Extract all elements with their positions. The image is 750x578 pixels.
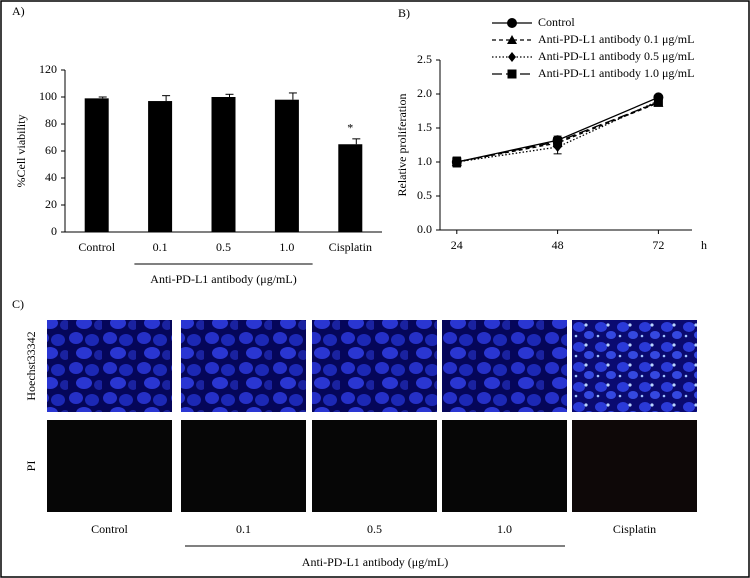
legend-label: Anti-PD-L1 antibody 0.1 μg/mL (538, 32, 694, 46)
marker (553, 137, 563, 147)
x-tick-label: 0.1 (153, 240, 168, 254)
y-tick-label: 20 (45, 197, 57, 211)
marker (508, 52, 516, 62)
micrograph (572, 320, 697, 412)
y-axis-label: Relative proliferation (395, 94, 409, 197)
y-tick-label: 100 (39, 89, 57, 103)
x-axis-label: h (701, 238, 707, 252)
y-tick-label: 80 (45, 116, 57, 130)
x-tick-label: Cisplatin (329, 240, 372, 254)
y-axis-label: %Cell viability (14, 115, 28, 188)
panel-label: A) (12, 4, 25, 18)
y-tick-label: 40 (45, 170, 57, 184)
column-label: 1.0 (497, 522, 512, 536)
marker (653, 97, 663, 107)
marker (507, 35, 517, 44)
legend-label: Anti-PD-L1 antibody 0.5 μg/mL (538, 49, 694, 63)
bar (274, 99, 299, 232)
bar (338, 144, 363, 232)
legend-label: Anti-PD-L1 antibody 1.0 μg/mL (538, 66, 694, 80)
micrograph (572, 420, 697, 512)
micrograph (47, 420, 172, 512)
micrograph (442, 420, 567, 512)
micrograph (312, 320, 437, 412)
y-tick-label: 120 (39, 62, 57, 76)
group-label: Anti-PD-L1 antibody (μg/mL) (150, 272, 296, 286)
panel-label: C) (12, 297, 24, 311)
x-tick-label: 72 (652, 238, 664, 252)
micrograph (47, 320, 172, 412)
bar (148, 101, 173, 232)
y-tick-label: 1.0 (417, 154, 432, 168)
column-label: Cisplatin (613, 522, 656, 536)
x-tick-label: 24 (451, 238, 463, 252)
y-tick-label: 2.5 (417, 52, 432, 66)
x-tick-label: 48 (552, 238, 564, 252)
y-tick-label: 1.5 (417, 120, 432, 134)
column-label: Control (91, 522, 128, 536)
micrograph (181, 320, 306, 412)
row-label: PI (24, 461, 38, 472)
micrograph (442, 320, 567, 412)
bar (211, 97, 236, 232)
row-label: Hoechst33342 (24, 331, 38, 400)
column-label: 0.5 (367, 522, 382, 536)
micrograph (312, 420, 437, 512)
marker (507, 69, 517, 79)
y-tick-label: 0.0 (417, 222, 432, 236)
y-tick-label: 2.0 (417, 86, 432, 100)
column-label: 0.1 (236, 522, 251, 536)
y-tick-label: 0 (51, 224, 57, 238)
annotation: * (347, 121, 353, 135)
panel-label: B) (398, 6, 410, 20)
marker (452, 157, 462, 167)
x-tick-label: 1.0 (279, 240, 294, 254)
group-label: Anti-PD-L1 antibody (μg/mL) (302, 555, 448, 569)
y-tick-label: 0.5 (417, 188, 432, 202)
y-tick-label: 60 (45, 143, 57, 157)
micrograph (181, 420, 306, 512)
bar (84, 98, 109, 232)
legend-label: Control (538, 15, 575, 29)
x-tick-label: 0.5 (216, 240, 231, 254)
x-tick-label: Control (78, 240, 115, 254)
marker (507, 18, 517, 28)
